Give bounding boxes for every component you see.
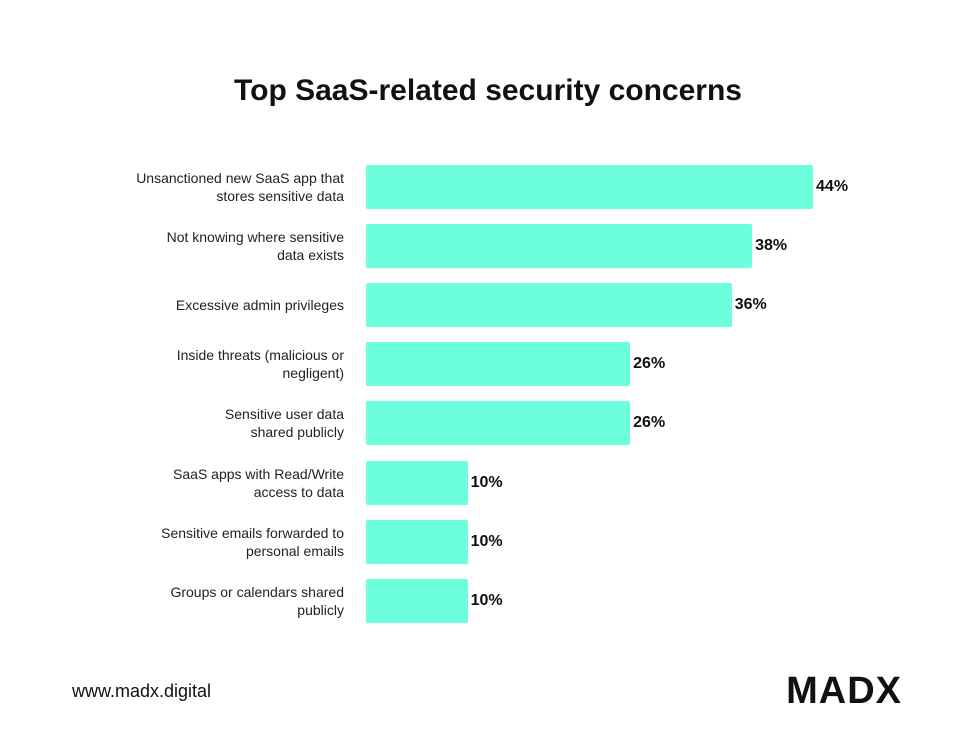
value-label: 36% (734, 296, 767, 314)
bar (366, 401, 631, 446)
category-label: Not knowing where sensitive data exists (166, 229, 344, 264)
chart-title: Top SaaS-related security concerns (234, 74, 742, 107)
category-label: Excessive admin privileges (175, 297, 344, 314)
category-label: Sensitive user data shared publicly (224, 406, 344, 441)
bar (366, 342, 631, 387)
bar (366, 460, 468, 505)
website: www.madx.digital (72, 681, 212, 701)
bar (366, 578, 468, 623)
value-label: 26% (633, 414, 666, 432)
category-label: Unsanctioned new SaaS app that stores se… (136, 170, 344, 204)
category-label: Sensitive emails forwarded to personal e… (161, 524, 344, 559)
value-label: 44% (816, 178, 849, 195)
bar (366, 165, 814, 209)
category-label: SaaS apps with Read/Write access to data (173, 465, 344, 500)
bar (366, 519, 468, 564)
value-label: 10% (470, 591, 503, 609)
logo: MADX (786, 670, 902, 712)
value-label: 38% (755, 237, 788, 255)
value-label: 10% (470, 473, 503, 491)
bar (366, 283, 732, 328)
category-label: Groups or calendars shared publicly (170, 583, 344, 618)
category-label: Inside threats (malicious or negligent) (176, 347, 344, 382)
value-label: 26% (633, 355, 666, 373)
bar (366, 224, 753, 269)
value-label: 10% (470, 532, 503, 550)
